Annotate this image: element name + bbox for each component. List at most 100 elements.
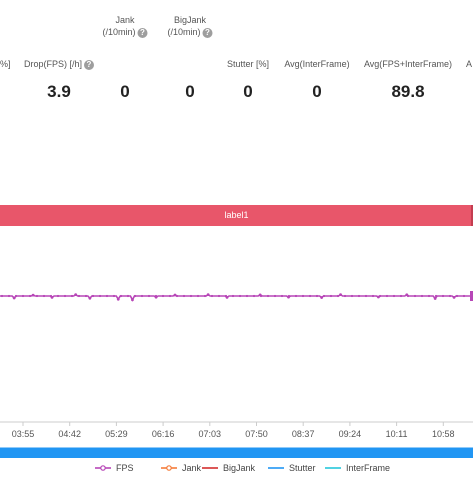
fps-point [133,294,137,298]
help-icon[interactable]: ? [202,27,213,38]
fps-point [357,294,361,298]
fps-point [427,294,431,298]
fps-point [245,294,249,298]
stat-value-4: 0 [243,82,253,101]
fps-point [364,294,368,298]
fps-point [168,294,172,298]
stat-label-6: Avg(FPS+InterFrame) [364,58,452,70]
stat-value-3: 0 [185,82,195,101]
timeline-scrollbar[interactable] [0,447,473,458]
stat-value-2: 0 [120,82,130,101]
fps-point [455,294,459,298]
legend-label: Jank [182,463,202,473]
fps-point [74,293,78,296]
fps-point [131,298,134,302]
stat-label-line: Drop(FPS) [/h] [23,59,83,69]
legend-item-stutter[interactable]: Stutter [268,463,316,473]
fps-point [50,296,54,299]
label-bar-text: label1 [224,210,249,220]
legend-label: BigJank [223,463,256,473]
x-tick-label: 04:42 [58,429,81,439]
fps-point [84,294,88,298]
fps-point [266,294,270,298]
fps-point [119,294,123,298]
stat-label-line: A [466,59,473,69]
fps-chart: 03:55 04:42 05:29 06:16 07:03 07:50 08:37 09:24… [0,291,473,439]
fps-point [56,294,60,298]
fps-point [31,293,35,297]
stat-label-line: (/10min) [102,27,136,37]
legend-swatch-icon [161,465,177,471]
fps-point [320,296,324,299]
x-tick-label: 09:24 [339,429,362,439]
fps-point [238,294,242,298]
series-line-fps [0,293,473,302]
fps-point [434,294,438,298]
x-tick-label: 07:03 [199,429,222,439]
fps-point [301,294,305,298]
stat-label-5: Avg(InterFrame) [284,58,349,70]
stat-label-line: Stutter [%] [226,59,270,69]
fps-edge-marker [470,291,473,301]
label-bar[interactable]: label1 [0,205,473,226]
help-icon[interactable]: ? [84,59,95,70]
fps-point [105,294,109,298]
fps-point [112,294,116,298]
x-tick-label: 07:50 [245,429,268,439]
fps-point [77,294,81,298]
fps-point [203,294,207,298]
fps-point [42,294,46,298]
fps-point [0,294,4,298]
legend-swatch-icon [268,467,284,469]
fps-point [343,294,347,298]
fps-point [126,294,130,298]
fps-point [21,294,25,298]
legend-swatch-icon [202,467,218,469]
fps-point [371,294,375,298]
fps-point [405,293,409,297]
stat-value-1: 3.9 [47,82,71,101]
legend-label: Stutter [289,463,316,473]
fps-point [88,296,92,300]
stat-label-line: Avg(InterFrame) [284,59,350,69]
fps-point [433,297,437,300]
fps-point [420,294,424,298]
stat-label-line: Avg(FPS+InterFrame) [363,59,453,69]
x-tick-label: 08:37 [292,429,315,439]
fps-point [287,295,290,299]
fps-point [413,294,417,298]
fps-point [63,294,67,298]
fps-point [28,294,32,298]
fps-point [154,295,158,299]
chart-legend: FPS Jank BigJank Stutter InterFrame [0,463,473,477]
legend-label: InterFrame [346,463,391,473]
fps-point [273,294,277,298]
help-icon[interactable]: ? [137,27,148,38]
x-tick-label: 06:16 [152,429,175,439]
legend-item-jank[interactable]: Jank [161,463,201,473]
fps-point [206,293,210,296]
fps-point [161,294,165,298]
stat-label-1: Drop(FPS) [/h]? [23,58,95,70]
fps-point [189,294,193,298]
x-tick-label: 03:55 [12,429,35,439]
fps-point [35,294,39,298]
fps-point [350,294,354,298]
label-bar-handle[interactable] [471,205,473,226]
fps-point [294,294,298,298]
fps-point [339,293,342,296]
stat-label-7: A [466,58,472,70]
fps-point [462,294,466,298]
stat-value-6: 89.8 [391,82,425,101]
fps-point [258,293,262,297]
legend-item-fps[interactable]: FPS [95,463,134,473]
stat-label-line: Jank [115,15,135,25]
fps-point [196,294,200,298]
fps-point [147,294,151,298]
fps-point [308,294,312,298]
legend-item-bigjank[interactable]: BigJank [202,463,255,473]
legend-item-interframe[interactable]: InterFrame [325,463,390,473]
fps-point [336,294,340,298]
fps-point [280,294,284,298]
fps-point [385,294,389,298]
